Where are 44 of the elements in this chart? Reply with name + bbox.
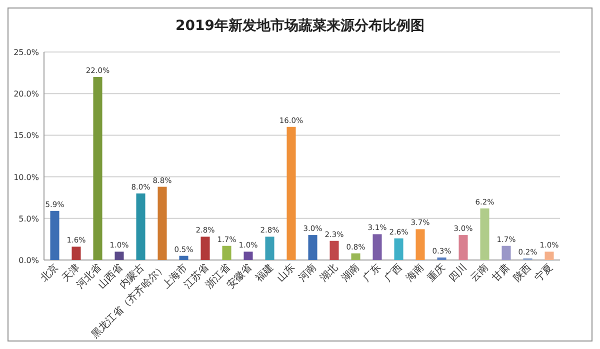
x-tick-label: 甘肃 — [490, 262, 512, 284]
x-tick-label: 福建 — [253, 262, 276, 284]
x-tick-label: 宁夏 — [532, 262, 556, 284]
bar — [308, 235, 318, 260]
bar — [179, 256, 188, 260]
chart-title: 2019年新发地市场蔬菜来源分布比例图 — [176, 17, 424, 34]
bar — [480, 208, 490, 260]
bar — [502, 246, 511, 260]
y-tick-label: 10.0% — [14, 172, 40, 182]
bar — [351, 253, 360, 260]
x-tick-label: 云南 — [468, 262, 491, 284]
bar — [200, 236, 210, 260]
x-tick-label: 海南 — [404, 262, 426, 284]
x-tick-label: 广西 — [382, 262, 405, 284]
bar — [416, 229, 425, 260]
bar — [136, 193, 146, 260]
bar — [72, 246, 81, 260]
x-tick-label: 陕西 — [511, 262, 534, 284]
x-tick-label: 山东 — [274, 262, 298, 284]
y-tick-label: 0.0% — [18, 256, 40, 265]
bar — [158, 186, 167, 260]
x-tick-label: 湖南 — [339, 262, 362, 284]
x-tick-label: 四川 — [446, 262, 470, 284]
bar — [93, 76, 102, 260]
bar — [114, 252, 124, 260]
bar — [372, 234, 382, 260]
y-tick-label: 20.0% — [14, 90, 40, 99]
x-tick-label: 湖北 — [318, 262, 340, 284]
bar — [330, 240, 339, 260]
y-tick-label: 15.0% — [14, 131, 40, 140]
bar — [286, 126, 296, 260]
bar — [244, 252, 253, 260]
x-tick-label: 广东 — [360, 262, 384, 284]
y-tick-label: 25.0% — [14, 48, 40, 57]
x-tick-label: 重庆 — [425, 262, 448, 284]
bar — [544, 252, 554, 260]
bar — [265, 236, 274, 260]
x-tick-label: 北京 — [38, 262, 61, 284]
bar — [458, 235, 468, 260]
bar — [50, 210, 60, 260]
bar — [394, 238, 404, 260]
x-tick-label: 河南 — [296, 262, 319, 284]
bar — [222, 246, 232, 260]
y-tick-label: 5.0% — [18, 214, 40, 224]
